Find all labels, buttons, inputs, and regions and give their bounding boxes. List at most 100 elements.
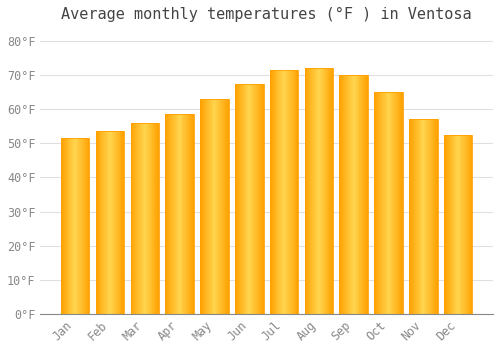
Bar: [379, 92, 380, 314]
Bar: [348, 75, 349, 314]
Bar: [192, 114, 193, 314]
Bar: [156, 123, 157, 314]
Bar: [111, 131, 112, 314]
Bar: [294, 70, 296, 314]
Bar: [110, 131, 111, 314]
Bar: [74, 138, 75, 314]
Bar: [461, 135, 462, 314]
Bar: [466, 135, 467, 314]
Bar: [317, 68, 318, 314]
Bar: [70, 138, 72, 314]
Bar: [409, 119, 438, 314]
Bar: [304, 68, 333, 314]
Bar: [189, 114, 190, 314]
Bar: [218, 99, 219, 314]
Bar: [252, 84, 253, 314]
Bar: [464, 135, 465, 314]
Bar: [112, 131, 113, 314]
Bar: [366, 75, 367, 314]
Bar: [397, 92, 398, 314]
Bar: [456, 135, 457, 314]
Bar: [450, 135, 452, 314]
Bar: [320, 68, 321, 314]
Bar: [262, 84, 264, 314]
Bar: [284, 70, 285, 314]
Bar: [390, 92, 392, 314]
Bar: [105, 131, 106, 314]
Bar: [354, 75, 356, 314]
Bar: [208, 99, 210, 314]
Bar: [191, 114, 192, 314]
Bar: [237, 84, 238, 314]
Bar: [330, 68, 332, 314]
Bar: [136, 123, 137, 314]
Bar: [447, 135, 448, 314]
Bar: [175, 114, 176, 314]
Bar: [446, 135, 447, 314]
Bar: [171, 114, 172, 314]
Bar: [347, 75, 348, 314]
Bar: [344, 75, 345, 314]
Bar: [130, 123, 159, 314]
Bar: [427, 119, 428, 314]
Bar: [411, 119, 412, 314]
Bar: [356, 75, 358, 314]
Bar: [460, 135, 461, 314]
Bar: [383, 92, 384, 314]
Bar: [182, 114, 184, 314]
Bar: [418, 119, 420, 314]
Bar: [296, 70, 298, 314]
Bar: [132, 123, 134, 314]
Bar: [395, 92, 396, 314]
Bar: [313, 68, 314, 314]
Bar: [61, 138, 90, 314]
Bar: [68, 138, 70, 314]
Bar: [398, 92, 399, 314]
Bar: [458, 135, 459, 314]
Bar: [459, 135, 460, 314]
Bar: [186, 114, 187, 314]
Bar: [248, 84, 250, 314]
Bar: [362, 75, 364, 314]
Bar: [289, 70, 290, 314]
Bar: [72, 138, 74, 314]
Bar: [170, 114, 171, 314]
Bar: [399, 92, 400, 314]
Bar: [349, 75, 350, 314]
Bar: [96, 131, 124, 314]
Bar: [392, 92, 394, 314]
Bar: [346, 75, 347, 314]
Bar: [225, 99, 226, 314]
Bar: [219, 99, 220, 314]
Bar: [107, 131, 108, 314]
Bar: [201, 99, 202, 314]
Bar: [412, 119, 413, 314]
Bar: [139, 123, 140, 314]
Bar: [374, 92, 375, 314]
Bar: [76, 138, 77, 314]
Bar: [424, 119, 426, 314]
Bar: [100, 131, 102, 314]
Bar: [352, 75, 353, 314]
Bar: [200, 99, 201, 314]
Bar: [180, 114, 182, 314]
Bar: [138, 123, 139, 314]
Bar: [283, 70, 284, 314]
Bar: [80, 138, 81, 314]
Bar: [227, 99, 228, 314]
Bar: [98, 131, 100, 314]
Bar: [286, 70, 287, 314]
Bar: [144, 123, 145, 314]
Bar: [445, 135, 446, 314]
Bar: [176, 114, 177, 314]
Bar: [281, 70, 282, 314]
Bar: [154, 123, 156, 314]
Bar: [184, 114, 186, 314]
Bar: [457, 135, 458, 314]
Bar: [216, 99, 218, 314]
Bar: [452, 135, 454, 314]
Bar: [242, 84, 244, 314]
Bar: [77, 138, 78, 314]
Bar: [223, 99, 224, 314]
Bar: [224, 99, 225, 314]
